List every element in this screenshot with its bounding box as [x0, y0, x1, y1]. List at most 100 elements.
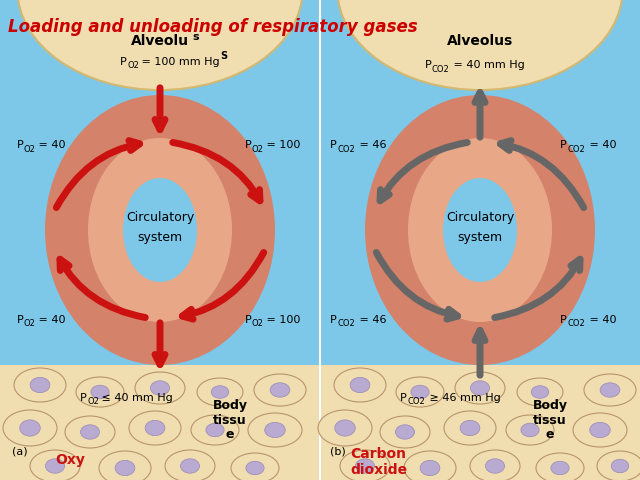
Text: CO2: CO2	[337, 144, 355, 154]
Ellipse shape	[337, 0, 623, 90]
Ellipse shape	[248, 413, 302, 447]
Text: P: P	[400, 393, 407, 403]
Text: O2: O2	[24, 144, 36, 154]
Text: P: P	[560, 140, 567, 150]
Ellipse shape	[411, 385, 429, 399]
Text: P: P	[330, 140, 337, 150]
Text: S: S	[220, 51, 227, 61]
Ellipse shape	[334, 368, 386, 402]
Ellipse shape	[460, 420, 480, 436]
Text: Oxy: Oxy	[55, 453, 85, 467]
Ellipse shape	[45, 459, 65, 473]
Text: P: P	[80, 393, 87, 403]
Ellipse shape	[340, 450, 390, 480]
Ellipse shape	[165, 450, 215, 480]
Text: = 40: = 40	[35, 140, 65, 150]
Text: P: P	[425, 60, 432, 70]
Ellipse shape	[81, 425, 99, 439]
Ellipse shape	[206, 423, 224, 437]
Ellipse shape	[444, 411, 496, 445]
Ellipse shape	[551, 461, 569, 475]
Text: system: system	[138, 231, 182, 244]
Ellipse shape	[600, 383, 620, 397]
Text: = 100 mm Hg: = 100 mm Hg	[138, 57, 220, 67]
Ellipse shape	[30, 377, 50, 393]
Ellipse shape	[396, 425, 415, 439]
Ellipse shape	[443, 178, 517, 282]
Ellipse shape	[335, 420, 355, 436]
Ellipse shape	[365, 95, 595, 365]
Ellipse shape	[76, 377, 124, 407]
Ellipse shape	[584, 374, 636, 406]
Ellipse shape	[455, 372, 505, 404]
Text: P: P	[120, 57, 127, 67]
Ellipse shape	[180, 459, 200, 473]
Ellipse shape	[420, 460, 440, 476]
Ellipse shape	[531, 386, 548, 398]
Ellipse shape	[589, 422, 611, 438]
Text: Circulatory: Circulatory	[446, 212, 514, 225]
Text: (b): (b)	[330, 447, 346, 457]
Text: = 40: = 40	[35, 315, 65, 325]
Ellipse shape	[265, 422, 285, 438]
Ellipse shape	[318, 410, 372, 446]
Ellipse shape	[486, 459, 504, 473]
Ellipse shape	[611, 459, 628, 473]
Bar	[320, 365, 640, 480]
Text: = 100: = 100	[263, 315, 300, 325]
Ellipse shape	[470, 450, 520, 480]
Ellipse shape	[211, 386, 228, 398]
Text: P: P	[330, 315, 337, 325]
Bar	[0, 365, 320, 480]
Text: s: s	[192, 32, 198, 42]
Ellipse shape	[470, 381, 490, 395]
Text: = 100: = 100	[263, 140, 300, 150]
Ellipse shape	[231, 453, 279, 480]
Text: CO2: CO2	[432, 64, 450, 73]
Ellipse shape	[396, 377, 444, 407]
Text: ≥ 46 mm Hg: ≥ 46 mm Hg	[426, 393, 500, 403]
Text: Circulatory: Circulatory	[126, 212, 194, 225]
Text: CO2: CO2	[567, 144, 585, 154]
Ellipse shape	[246, 461, 264, 475]
Ellipse shape	[191, 415, 239, 445]
Text: O2: O2	[24, 320, 36, 328]
Text: O2: O2	[87, 397, 99, 407]
Ellipse shape	[91, 385, 109, 399]
Text: = 40 mm Hg: = 40 mm Hg	[450, 60, 525, 70]
Ellipse shape	[150, 381, 170, 395]
Ellipse shape	[380, 416, 430, 448]
Ellipse shape	[129, 411, 181, 445]
Text: O2: O2	[252, 320, 264, 328]
Text: Body
tissu
e: Body tissu e	[212, 398, 248, 442]
Ellipse shape	[115, 460, 135, 476]
Text: P: P	[560, 315, 567, 325]
Text: = 46: = 46	[356, 140, 387, 150]
Text: (a): (a)	[12, 447, 28, 457]
Ellipse shape	[17, 0, 303, 90]
Text: P: P	[17, 140, 24, 150]
Text: = 40: = 40	[586, 140, 616, 150]
Ellipse shape	[506, 415, 554, 445]
Ellipse shape	[99, 451, 151, 480]
Ellipse shape	[135, 372, 185, 404]
Ellipse shape	[197, 378, 243, 406]
Text: O2: O2	[252, 144, 264, 154]
Ellipse shape	[88, 138, 232, 322]
Ellipse shape	[350, 377, 370, 393]
Ellipse shape	[20, 420, 40, 436]
Ellipse shape	[123, 178, 197, 282]
Text: P: P	[17, 315, 24, 325]
Text: = 46: = 46	[356, 315, 387, 325]
Text: P: P	[245, 315, 252, 325]
Ellipse shape	[254, 374, 306, 406]
Ellipse shape	[3, 410, 57, 446]
Text: system: system	[458, 231, 502, 244]
Ellipse shape	[14, 368, 66, 402]
Text: P: P	[245, 140, 252, 150]
Ellipse shape	[65, 416, 115, 448]
Ellipse shape	[30, 450, 80, 480]
Text: Alveolus: Alveolus	[447, 34, 513, 48]
Ellipse shape	[517, 378, 563, 406]
Ellipse shape	[145, 420, 165, 436]
